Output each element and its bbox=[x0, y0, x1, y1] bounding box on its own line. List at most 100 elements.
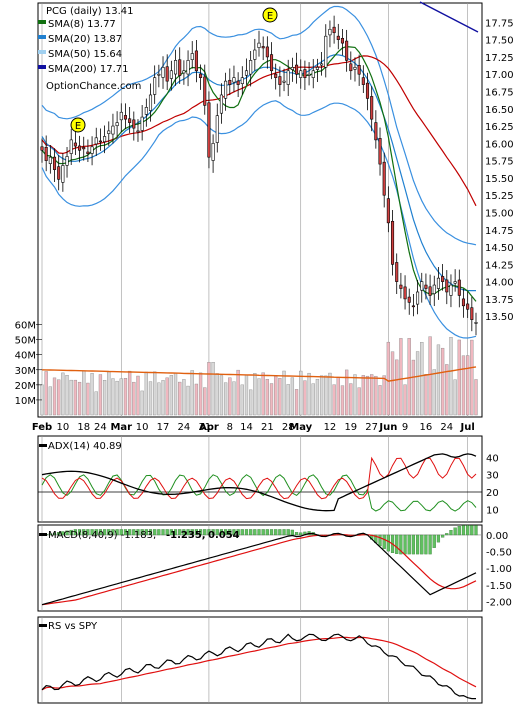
macd-histogram-bar bbox=[299, 532, 303, 536]
candle-body bbox=[40, 146, 44, 151]
candle-body bbox=[282, 80, 286, 83]
candle-body bbox=[445, 279, 449, 293]
volume-bar bbox=[453, 379, 457, 416]
macd-histogram-bar bbox=[286, 529, 290, 536]
volume-tick-label: 60M bbox=[15, 321, 36, 332]
candle-body bbox=[307, 73, 311, 76]
x-tick-label: 8 bbox=[227, 422, 233, 433]
macd-histogram-bar bbox=[77, 529, 82, 536]
volume-tick-label: 40M bbox=[15, 351, 36, 362]
volume-bar bbox=[370, 374, 374, 416]
candle-body bbox=[290, 67, 294, 70]
legend-sma20: SMA(20) 13.87 bbox=[48, 34, 122, 45]
adx-tick-label: 20 bbox=[486, 488, 499, 499]
legend-swatch-sma20 bbox=[38, 35, 46, 39]
x-tick-label: 18 bbox=[77, 422, 90, 433]
macd-histogram-bar bbox=[90, 529, 94, 536]
volume-bar bbox=[436, 344, 441, 416]
macd-histogram-bar bbox=[407, 534, 411, 555]
candle-body bbox=[449, 284, 453, 296]
volume-bar bbox=[123, 378, 128, 416]
macd-histogram-bar bbox=[211, 529, 215, 536]
volume-bar bbox=[115, 380, 119, 416]
volume-bar bbox=[223, 382, 228, 416]
candle-body bbox=[399, 284, 403, 289]
volume-bar bbox=[140, 390, 144, 416]
macd-histogram-bar bbox=[198, 529, 203, 536]
volume-bar bbox=[207, 362, 211, 416]
candle-body bbox=[324, 35, 328, 68]
legend-swatch-sma200 bbox=[38, 65, 46, 69]
candle-body bbox=[274, 73, 278, 78]
volume-bar bbox=[274, 376, 278, 416]
candle-body bbox=[153, 77, 157, 95]
candle-body bbox=[115, 122, 119, 127]
volume-bar bbox=[203, 387, 207, 416]
x-tick-label: Feb bbox=[32, 422, 52, 433]
volume-bar bbox=[466, 355, 470, 416]
volume-tick-label: 20M bbox=[15, 381, 36, 392]
macd-histogram-bar bbox=[294, 532, 299, 536]
candle-body bbox=[144, 107, 148, 115]
macd-histogram-bar bbox=[474, 525, 478, 536]
rs-label: RS vs SPY bbox=[48, 621, 98, 632]
candle-body bbox=[178, 59, 182, 76]
volume-bar bbox=[361, 375, 365, 416]
candle-body bbox=[244, 70, 249, 76]
legend-sma200: SMA(200) 17.71 bbox=[48, 64, 129, 75]
volume-bar bbox=[182, 379, 186, 416]
macd-histogram-bar bbox=[111, 529, 115, 536]
macd-histogram-bar bbox=[236, 529, 240, 536]
legend-swatch-sma8 bbox=[38, 20, 46, 24]
x-tick-label: 28 bbox=[282, 422, 295, 433]
price-tick-label: 14.25 bbox=[485, 260, 514, 271]
legend-sma8: SMA(8) 13.77 bbox=[48, 19, 116, 30]
indicator-lines bbox=[41, 1, 479, 700]
candle-body bbox=[261, 46, 265, 49]
candle-body bbox=[186, 60, 190, 75]
volume-bar bbox=[228, 377, 232, 416]
adx-tick-label: 10 bbox=[486, 505, 499, 516]
candle-body bbox=[390, 220, 395, 265]
macd-histogram-bar bbox=[107, 529, 111, 536]
axis-ticks: 13.50 13.75 14.00 14.25 14.50 14.75 15.00 15.25… bbox=[15, 18, 514, 608]
volume-bar bbox=[428, 336, 432, 416]
macd-histogram-bar bbox=[249, 529, 253, 536]
candle-body bbox=[107, 130, 111, 134]
macd-histogram-bar bbox=[415, 534, 420, 555]
volume-bar bbox=[173, 372, 178, 416]
volume-bar bbox=[98, 374, 103, 416]
macd-histogram-bar bbox=[445, 533, 449, 536]
volume-bar bbox=[73, 379, 78, 416]
volume-bar bbox=[236, 369, 240, 416]
macd-histogram-bar bbox=[57, 532, 61, 536]
volume-bar bbox=[290, 377, 295, 416]
volume-bar bbox=[336, 377, 340, 416]
x-tick-label: Mar bbox=[110, 422, 132, 433]
volume-bar bbox=[90, 373, 94, 416]
adx-line bbox=[41, 453, 477, 512]
macd-histogram-bar bbox=[424, 534, 428, 555]
x-tick-label: 31 bbox=[198, 422, 211, 433]
volume-average-line bbox=[41, 366, 477, 382]
candle-body bbox=[219, 94, 223, 114]
rs-label-swatch bbox=[39, 624, 47, 627]
macd-histogram-bar bbox=[153, 529, 157, 536]
x-tick-label: 19 bbox=[344, 422, 357, 433]
macd-histogram-bar bbox=[461, 525, 466, 536]
candle-body bbox=[353, 67, 357, 70]
volume-bar bbox=[386, 341, 391, 416]
candle-body bbox=[98, 140, 102, 143]
volume-bar bbox=[449, 337, 453, 416]
volume-bar bbox=[294, 389, 299, 416]
candle-body bbox=[224, 80, 228, 99]
candle-body bbox=[403, 286, 407, 300]
macd-histogram-bar bbox=[470, 525, 474, 536]
candle-body bbox=[228, 79, 232, 85]
volume-bar bbox=[157, 382, 161, 416]
price-tick-label: 16.25 bbox=[485, 122, 514, 133]
volume-bar bbox=[153, 371, 157, 416]
volume-bar bbox=[219, 375, 224, 416]
volume-bar bbox=[432, 369, 436, 416]
candle-body bbox=[253, 49, 257, 60]
